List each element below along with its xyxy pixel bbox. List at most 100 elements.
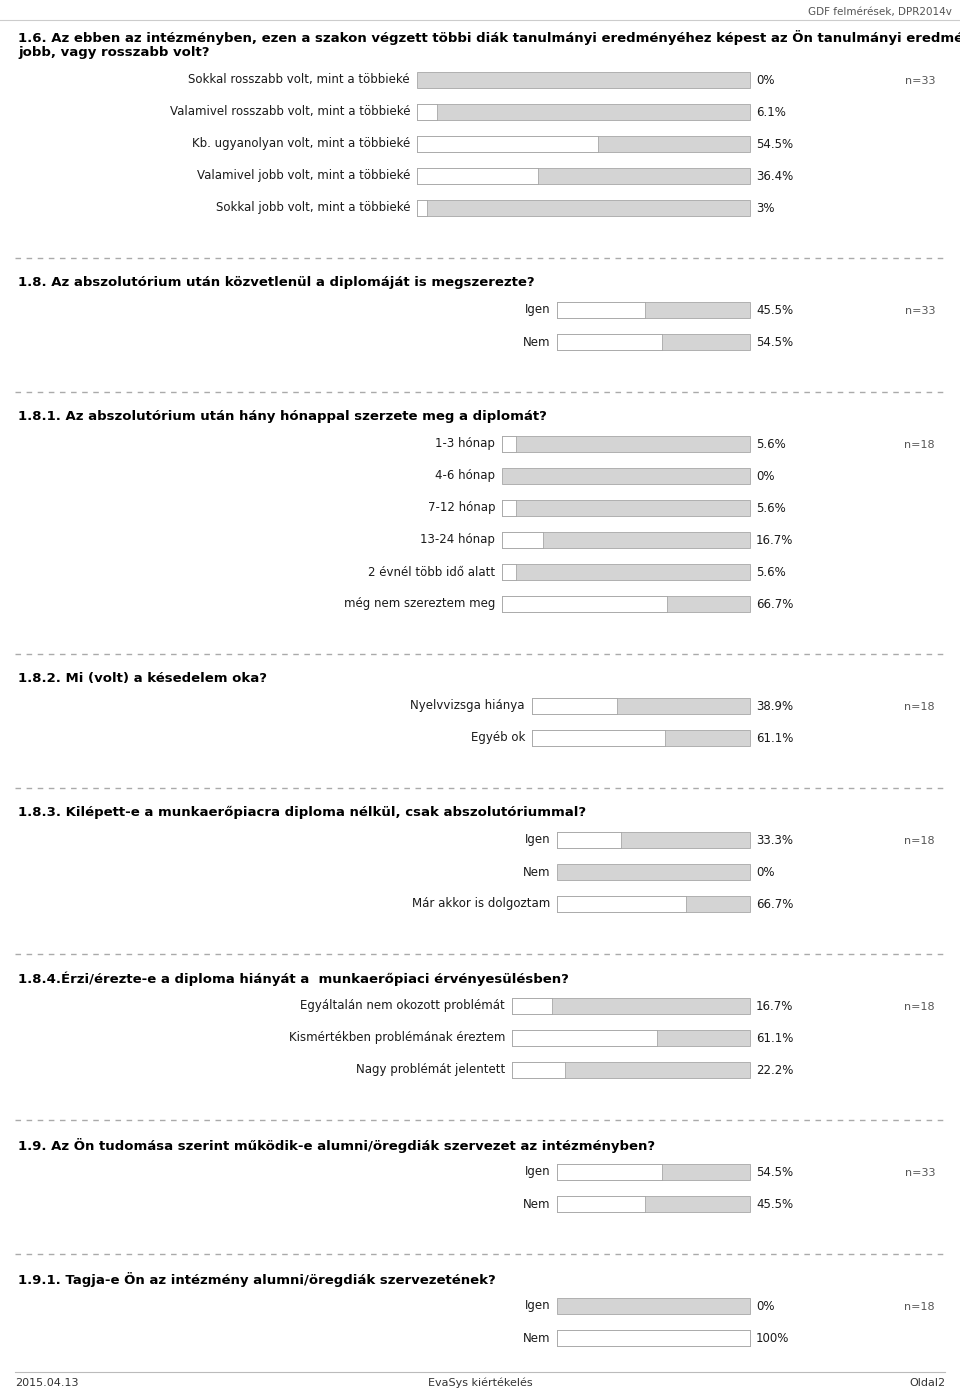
Bar (417, 199, 427, 216)
Bar (557, 896, 685, 912)
Bar (557, 896, 750, 912)
Text: n=18: n=18 (904, 1002, 935, 1011)
Text: Valamivel jobb volt, mint a többieké: Valamivel jobb volt, mint a többieké (197, 170, 410, 183)
Bar (557, 1329, 750, 1346)
Text: 5.6%: 5.6% (756, 438, 785, 451)
Bar (417, 135, 598, 152)
Text: Igen: Igen (524, 833, 550, 847)
Text: 66.7%: 66.7% (756, 597, 793, 611)
Text: 0%: 0% (756, 470, 775, 483)
Bar (557, 333, 662, 350)
Bar (417, 167, 539, 184)
Text: 54.5%: 54.5% (756, 138, 793, 151)
Text: 61.1%: 61.1% (756, 731, 793, 745)
Text: Igen: Igen (524, 1165, 550, 1179)
Text: Nyelvvizsga hiánya: Nyelvvizsga hiánya (411, 699, 525, 713)
Bar (512, 997, 552, 1014)
Text: Nagy problémát jelentett: Nagy problémát jelentett (356, 1063, 505, 1077)
Bar (417, 167, 750, 184)
Bar (502, 437, 516, 452)
Text: 1.9. Az Ön tudomása szerint működik-e alumni/öregdiák szervezet az intézményben?: 1.9. Az Ön tudomása szerint működik-e al… (18, 1138, 655, 1154)
Bar (502, 499, 750, 516)
Text: n=18: n=18 (904, 439, 935, 451)
Text: n=33: n=33 (904, 75, 935, 86)
Bar (417, 135, 750, 152)
Text: Kb. ugyanolyan volt, mint a többieké: Kb. ugyanolyan volt, mint a többieké (192, 138, 410, 151)
Text: 61.1%: 61.1% (756, 1031, 793, 1045)
Bar (557, 301, 645, 318)
Text: EvaSys kiértékelés: EvaSys kiértékelés (428, 1378, 532, 1388)
Text: 100%: 100% (756, 1331, 789, 1345)
Text: Sokkal jobb volt, mint a többieké: Sokkal jobb volt, mint a többieké (215, 201, 410, 215)
Text: 16.7%: 16.7% (756, 999, 793, 1013)
Bar (532, 698, 617, 714)
Text: Már akkor is dolgoztam: Már akkor is dolgoztam (412, 897, 550, 911)
Bar (557, 1196, 645, 1212)
Bar (502, 531, 543, 548)
Text: 6.1%: 6.1% (756, 106, 786, 119)
Text: 66.7%: 66.7% (756, 897, 793, 911)
Bar (502, 467, 750, 484)
Text: 54.5%: 54.5% (756, 1165, 793, 1179)
Bar (417, 105, 438, 120)
Text: GDF felmérések, DPR2014v: GDF felmérések, DPR2014v (808, 7, 952, 17)
Text: 1.8.1. Az abszolutórium után hány hónappal szerzete meg a diplomát?: 1.8.1. Az abszolutórium után hány hónapp… (18, 410, 547, 423)
Text: 5.6%: 5.6% (756, 565, 785, 579)
Text: 36.4%: 36.4% (756, 170, 793, 183)
Text: Nem: Nem (522, 865, 550, 879)
Bar (502, 596, 667, 612)
Bar (502, 564, 516, 580)
Text: Sokkal rosszabb volt, mint a többieké: Sokkal rosszabb volt, mint a többieké (188, 74, 410, 86)
Bar (557, 1163, 662, 1180)
Bar (557, 301, 750, 318)
Bar (502, 564, 750, 580)
Text: Egyáltalán nem okozott problémát: Egyáltalán nem okozott problémát (300, 999, 505, 1013)
Bar (557, 1297, 750, 1314)
Text: 1.8.4.Érzi/érezte-e a diploma hiányát a  munkaerőpiaci érvényesülésben?: 1.8.4.Érzi/érezte-e a diploma hiányát a … (18, 972, 569, 986)
Bar (557, 1196, 750, 1212)
Text: 1.9.1. Tagja-e Ön az intézmény alumni/öregdiák szervezetének?: 1.9.1. Tagja-e Ön az intézmény alumni/ör… (18, 1272, 495, 1288)
Bar (502, 531, 750, 548)
Bar (532, 730, 665, 746)
Text: Oldal2: Oldal2 (909, 1378, 945, 1388)
Text: Igen: Igen (524, 304, 550, 317)
Text: 22.2%: 22.2% (756, 1063, 793, 1077)
Bar (557, 864, 750, 880)
Text: 1.8.3. Kilépett-e a munkaerőpiacra diploma nélkül, csak abszolutóriummal?: 1.8.3. Kilépett-e a munkaerőpiacra diplo… (18, 806, 587, 819)
Bar (417, 105, 750, 120)
Bar (512, 1030, 750, 1046)
Text: 5.6%: 5.6% (756, 501, 785, 515)
Bar (557, 831, 750, 848)
Text: 45.5%: 45.5% (756, 304, 793, 317)
Bar (532, 698, 750, 714)
Text: Kismértékben problémának éreztem: Kismértékben problémának éreztem (289, 1031, 505, 1045)
Text: 1.8.2. Mi (volt) a késedelem oka?: 1.8.2. Mi (volt) a késedelem oka? (18, 672, 267, 685)
Text: 1.8. Az abszolutórium után közvetlenül a diplomáját is megszerezte?: 1.8. Az abszolutórium után közvetlenül a… (18, 276, 535, 289)
Text: 45.5%: 45.5% (756, 1197, 793, 1211)
Text: 0%: 0% (756, 74, 775, 86)
Bar (557, 831, 621, 848)
Bar (512, 997, 750, 1014)
Bar (557, 1163, 750, 1180)
Text: 7-12 hónap: 7-12 hónap (427, 501, 495, 515)
Text: 0%: 0% (756, 1300, 775, 1313)
Text: 16.7%: 16.7% (756, 533, 793, 547)
Bar (502, 499, 516, 516)
Text: 1-3 hónap: 1-3 hónap (435, 438, 495, 451)
Bar (532, 730, 750, 746)
Text: 0%: 0% (756, 865, 775, 879)
Text: Egyéb ok: Egyéb ok (470, 731, 525, 745)
Text: Nem: Nem (522, 1331, 550, 1345)
Bar (557, 1329, 750, 1346)
Text: 2 évnél több idő alatt: 2 évnél több idő alatt (368, 565, 495, 579)
Text: n=18: n=18 (904, 702, 935, 711)
Text: még nem szereztem meg: még nem szereztem meg (344, 597, 495, 611)
Text: 1.6. Az ebben az intézményben, ezen a szakon végzett többi diák tanulmányi eredm: 1.6. Az ebben az intézményben, ezen a sz… (18, 31, 960, 45)
Text: 33.3%: 33.3% (756, 833, 793, 847)
Bar (557, 333, 750, 350)
Text: 4-6 hónap: 4-6 hónap (435, 470, 495, 483)
Text: n=33: n=33 (904, 306, 935, 317)
Text: 54.5%: 54.5% (756, 336, 793, 349)
Text: Igen: Igen (524, 1300, 550, 1313)
Text: n=18: n=18 (904, 836, 935, 845)
